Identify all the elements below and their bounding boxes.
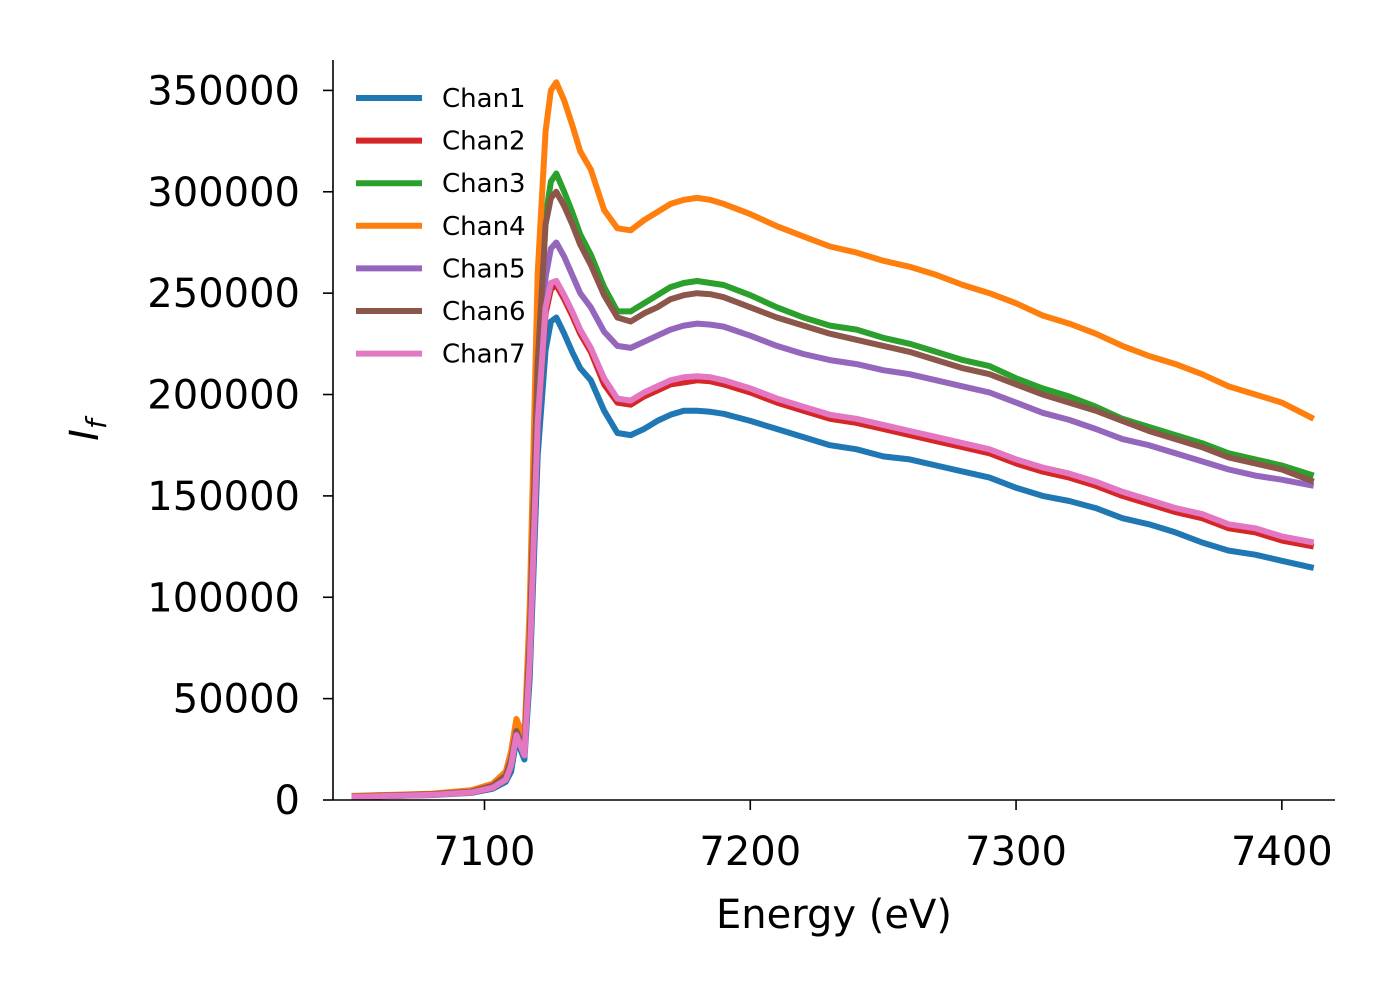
series-line-chan7	[351, 278, 1315, 800]
x-tick-label: 7100	[434, 829, 536, 875]
legend: Chan1 Chan2 Chan3 Chan4 Chan5 Chan6 Chan7	[356, 84, 526, 370]
y-tick-label: 0	[275, 778, 300, 824]
y-tick-label: 300000	[147, 170, 300, 216]
y-tick-label: 100000	[147, 575, 300, 621]
y-axis-label-main: I	[62, 429, 108, 441]
y-tick-label: 350000	[147, 68, 300, 114]
x-tick-label: 7300	[965, 829, 1067, 875]
legend-label-chan1: Chan1	[442, 84, 526, 114]
y-axis-label-sub: f	[80, 415, 113, 429]
y-tick-label: 50000	[173, 677, 300, 723]
svg-text:If: If	[62, 415, 113, 441]
x-tick-label: 7400	[1231, 829, 1333, 875]
series-line-chan1	[351, 314, 1315, 800]
y-axis-label: If	[62, 415, 113, 441]
y-tick-label: 200000	[147, 373, 300, 419]
y-tick-label: 250000	[147, 271, 300, 317]
x-axis-label: Energy (eV)	[716, 892, 952, 938]
legend-label-chan4: Chan4	[442, 212, 526, 242]
legend-label-chan5: Chan5	[442, 254, 526, 284]
y-ticks: 0 50000 100000 150000 200000 250000 300000 3500…	[147, 68, 333, 824]
legend-label-chan3: Chan3	[442, 169, 526, 199]
y-tick-label: 150000	[147, 474, 300, 520]
x-tick-label: 7200	[699, 829, 801, 875]
legend-label-chan7: Chan7	[442, 340, 526, 370]
legend-label-chan2: Chan2	[442, 127, 526, 157]
legend-label-chan6: Chan6	[442, 297, 526, 327]
x-ticks: 7100 7200 7300 7400	[434, 800, 1333, 875]
series-layer	[351, 79, 1316, 800]
